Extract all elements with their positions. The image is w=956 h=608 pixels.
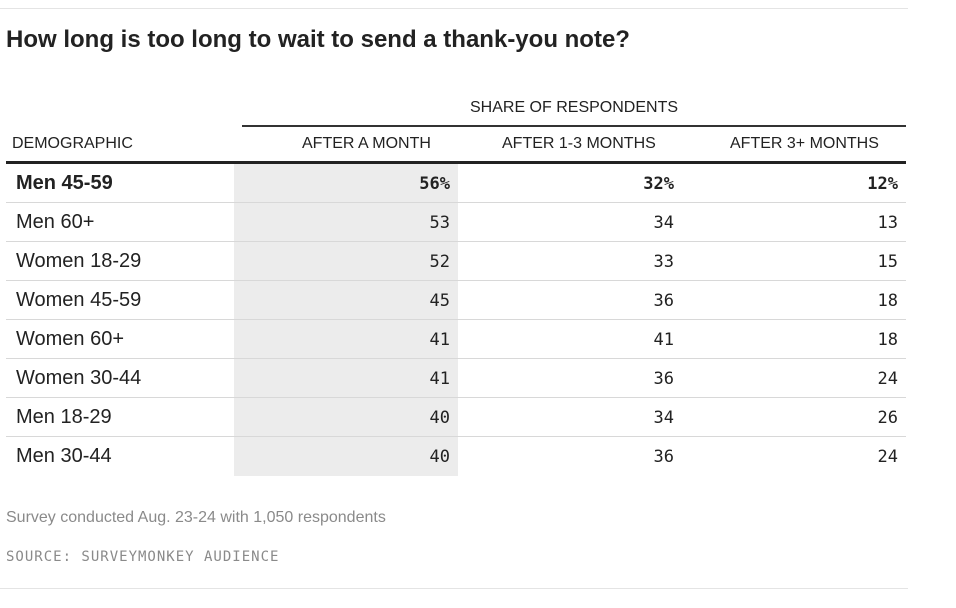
row-divider [6,241,906,242]
row-divider [6,358,906,359]
column-header-after-1-3-months: AFTER 1-3 MONTHS [502,135,656,152]
row-value-col-2: 36 [653,291,674,311]
row-divider [6,436,906,437]
row-value-col-2: 34 [653,213,674,233]
group-header: SHARE OF RESPONDENTS [469,99,679,116]
table-row: Women 45-59 45 36 18 [6,281,906,320]
source-credit: SOURCE: SURVEYMONKEY AUDIENCE [6,549,280,565]
row-value-col-2: 32% [643,174,674,194]
column-header-demographic: DEMOGRAPHIC [12,135,133,152]
bottom-divider [0,588,908,589]
row-value-col-2: 34 [653,408,674,428]
header-rule [6,161,906,164]
row-label: Women 18-29 [16,250,142,272]
row-value-col-3: 26 [877,408,898,428]
table-row: Women 60+ 41 41 18 [6,320,906,359]
row-label: Men 45-59 [16,172,113,194]
row-value-col-3: 15 [877,252,898,272]
row-value-col-2: 36 [653,447,674,467]
table-row: Women 30-44 41 36 24 [6,359,906,398]
table-row: Men 30-44 40 36 24 [6,437,906,476]
row-value-col-1: 40 [429,408,450,428]
row-divider [6,280,906,281]
row-value-col-1: 41 [429,369,450,389]
row-value-col-1: 41 [429,330,450,350]
row-divider [6,202,906,203]
row-value-col-2: 41 [653,330,674,350]
row-label: Men 30-44 [16,445,112,467]
survey-note: Survey conducted Aug. 23-24 with 1,050 r… [6,509,386,526]
row-value-col-1: 45 [429,291,450,311]
row-value-col-3: 13 [877,213,898,233]
row-value-col-3: 18 [877,291,898,311]
top-divider [0,8,908,9]
row-value-col-3: 24 [877,369,898,389]
row-label: Men 18-29 [16,406,112,428]
row-divider [6,319,906,320]
group-header-rule [242,125,906,127]
row-value-col-1: 52 [429,252,450,272]
row-value-col-3: 12% [867,174,898,194]
row-divider [6,397,906,398]
row-value-col-3: 24 [877,447,898,467]
row-value-col-1: 53 [429,213,450,233]
column-header-after-3-plus-months: AFTER 3+ MONTHS [730,135,879,152]
row-label: Men 60+ [16,211,95,233]
table-row: Women 18-29 52 33 15 [6,242,906,281]
row-value-col-3: 18 [877,330,898,350]
row-value-col-1: 40 [429,447,450,467]
row-label: Women 60+ [16,328,125,350]
chart-title: How long is too long to wait to send a t… [6,26,630,53]
column-header-after-a-month: AFTER A MONTH [302,135,431,152]
table-row: Men 60+ 53 34 13 [6,203,906,242]
highlight-column-shade [234,164,458,476]
row-label: Women 45-59 [16,289,142,311]
table-row: Men 18-29 40 34 26 [6,398,906,437]
row-value-col-2: 33 [653,252,674,272]
row-label: Women 30-44 [16,367,142,389]
row-value-col-1: 56% [419,174,450,194]
table-row: Men 45-59 56% 32% 12% [6,164,906,203]
row-value-col-2: 36 [653,369,674,389]
